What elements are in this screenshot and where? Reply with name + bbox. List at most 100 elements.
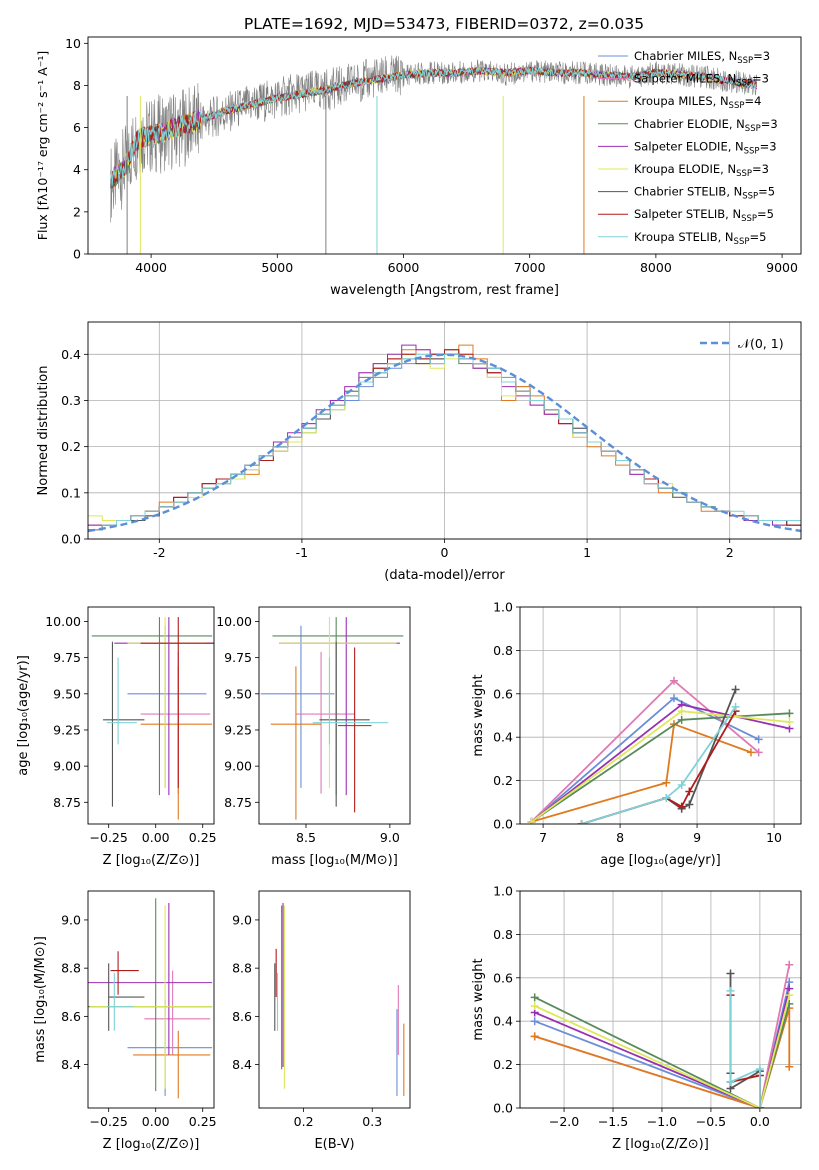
- x-tick-label: 7000: [514, 260, 546, 275]
- x-tick-label: 6000: [388, 260, 420, 275]
- y-tick-label: 8.6: [232, 1009, 252, 1024]
- plus-marker: [685, 787, 694, 796]
- x-tick-label: 7: [539, 830, 547, 845]
- y-tick-label: 0.6: [493, 686, 513, 701]
- plus-marker: [754, 735, 763, 744]
- age-vs-mass-plot: [260, 617, 404, 820]
- x-axis-label: (data-model)/error: [384, 568, 505, 583]
- y-tick-label: 0.2: [493, 773, 513, 788]
- mass-vs-EBV-frame: [258, 890, 411, 1109]
- plus-marker: [755, 1064, 764, 1073]
- y-axis-label: Normed distribution: [36, 366, 51, 496]
- plus-marker: [785, 718, 794, 727]
- plus-marker: [731, 685, 740, 694]
- x-tick-label: −1.5: [598, 1114, 628, 1129]
- plus-marker: [677, 707, 686, 716]
- errorbar-point: [88, 898, 213, 1092]
- histogram-plot: [88, 344, 801, 533]
- weight-series: [530, 710, 790, 823]
- errorbar-point: [337, 647, 372, 813]
- weight-vs-age-plot: [527, 676, 794, 824]
- observed-spectrum: [110, 55, 758, 223]
- weight-series: [534, 981, 791, 1108]
- plus-marker: [731, 702, 740, 711]
- plus-marker: [577, 820, 586, 824]
- y-tick-label: 0.8: [493, 927, 513, 942]
- plus-marker: [746, 748, 755, 757]
- mass-vs-Z-frame: [87, 890, 215, 1109]
- y-axis-label: age [log₁₀(age/yr)]: [16, 655, 31, 776]
- errorbar-point: [140, 666, 213, 820]
- plus-marker: [662, 778, 671, 787]
- x-tick-label: 10: [766, 830, 782, 845]
- normal-curve: [88, 353, 801, 533]
- plus-marker: [530, 1017, 539, 1026]
- y-tick-label: 0.4: [493, 730, 513, 745]
- plus-marker: [785, 709, 794, 718]
- plus-marker: [726, 986, 735, 995]
- plus-marker: [669, 676, 678, 685]
- y-tick-label: 0.2: [493, 1057, 513, 1072]
- mass-vs-Z-plot: [88, 898, 213, 1099]
- plus-marker: [726, 969, 735, 978]
- x-tick-label: 8: [616, 830, 624, 845]
- errorbar-point: [279, 617, 397, 788]
- x-tick-label: 8.5: [296, 830, 316, 845]
- x-tick-label: 0.2: [294, 1114, 314, 1129]
- errorbar-point: [106, 972, 134, 1031]
- plus-marker: [530, 993, 539, 1002]
- x-tick-label: −2.0: [549, 1114, 579, 1129]
- x-tick-label: 9: [693, 830, 701, 845]
- plus-marker: [785, 991, 794, 1000]
- y-tick-label: 9.0: [61, 912, 81, 927]
- y-axis-label: mass weight: [471, 674, 486, 756]
- y-tick-label: 0.4: [61, 347, 81, 362]
- legend-label: Chabrier STELIB, NSSP=5: [634, 185, 775, 202]
- y-axis-label: mass weight: [471, 958, 486, 1040]
- y-tick-label: 10.00: [216, 614, 252, 629]
- errorbar-point: [319, 641, 370, 807]
- y-tick-label: 8.4: [232, 1057, 252, 1072]
- plus-marker: [677, 780, 686, 789]
- weight-series: [534, 988, 791, 1108]
- plus-marker: [527, 817, 536, 824]
- y-tick-label: 8.4: [61, 1057, 81, 1072]
- y-tick-label: 0.0: [61, 532, 81, 547]
- plus-marker: [785, 960, 794, 969]
- legend-label: Salpeter ELODIE, NSSP=3: [634, 139, 777, 156]
- errorbar-point: [127, 999, 213, 1096]
- errorbar-point: [140, 651, 211, 794]
- y-tick-label: 8.75: [53, 795, 81, 810]
- errorbar-point: [91, 617, 213, 796]
- x-axis-label: age [log₁₀(age/yr)]: [600, 853, 721, 868]
- weight-vs-Z-plot: [530, 960, 794, 1108]
- weight-series: [530, 679, 760, 823]
- errorbar-point: [270, 666, 322, 820]
- x-axis-label: wavelength [Angstrom, rest frame]: [330, 283, 559, 298]
- weight-series: [531, 722, 752, 823]
- x-axis-label: E(B-V): [314, 1137, 354, 1152]
- model-spectrum: [110, 65, 757, 186]
- spectrum-axes: 4000 5000 6000 7000 8000 9000 0 2 4 6 8 10: [65, 36, 798, 275]
- y-tick-label: 9.25: [53, 722, 81, 737]
- x-tick-label: 5000: [261, 260, 293, 275]
- y-tick-label: 0.0: [493, 817, 513, 832]
- y-tick-label: 6: [73, 120, 81, 135]
- y-tick-label: 8.8: [232, 961, 252, 976]
- errorbar-point: [260, 625, 335, 788]
- weight-series: [729, 973, 761, 1108]
- y-tick-label: 0: [73, 247, 81, 262]
- weight-series: [729, 995, 761, 1108]
- spectrum-legend: Chabrier MILES, NSSP=3 Salpeter MILES, NS…: [598, 49, 778, 247]
- y-tick-label: 9.75: [53, 650, 81, 665]
- y-tick-label: 1.0: [493, 884, 513, 899]
- y-tick-label: 0.3: [61, 393, 81, 408]
- x-axis-label: Z [log₁₀(Z/Z⊙)]: [612, 1137, 709, 1152]
- plus-marker: [662, 793, 671, 802]
- legend-label: 𝒩(0, 1): [738, 336, 784, 351]
- y-tick-label: 1.0: [493, 600, 513, 615]
- x-tick-label: 9.0: [380, 830, 400, 845]
- y-tick-label: 10.00: [45, 614, 81, 629]
- mass-vs-EBV-axes: 0.2 0.3 8.4 8.6 8.8 9.0: [232, 912, 382, 1129]
